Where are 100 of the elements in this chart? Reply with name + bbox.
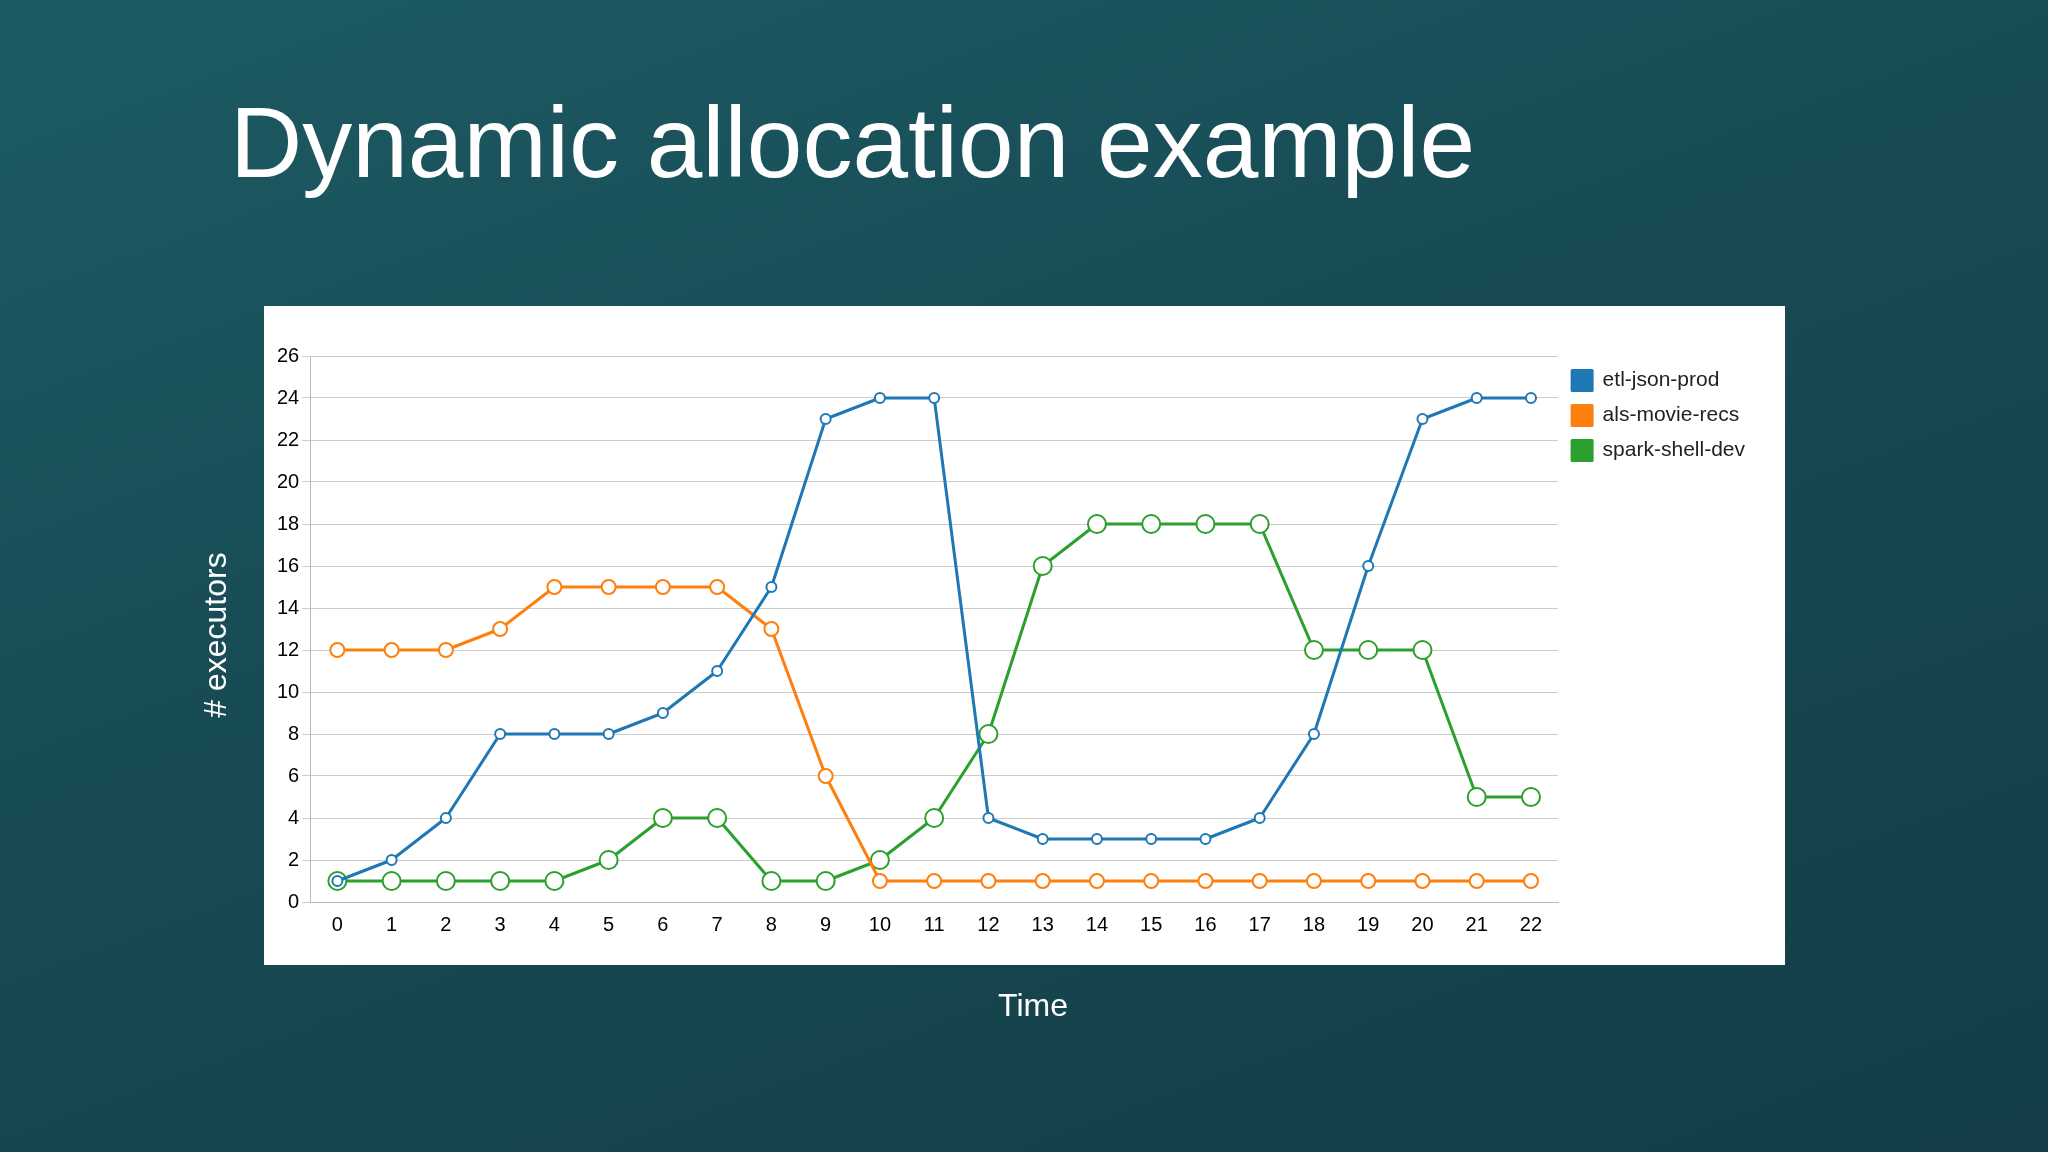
point <box>819 413 832 425</box>
point <box>1141 514 1162 534</box>
y-tick-label: 20 <box>277 469 300 492</box>
point <box>494 728 507 740</box>
x-tick-label: 16 <box>1194 912 1217 935</box>
x-axis-title: Time <box>998 986 1068 1024</box>
y-tick-label: 14 <box>277 595 300 618</box>
point <box>1468 873 1485 889</box>
y-tick-label: 16 <box>277 553 300 576</box>
y-tick-label: 22 <box>277 427 300 450</box>
point <box>817 768 834 784</box>
point <box>869 850 890 870</box>
point <box>548 728 561 740</box>
point <box>439 812 452 824</box>
point <box>435 871 456 891</box>
point <box>1086 514 1107 534</box>
x-tick-label: 22 <box>1519 912 1543 935</box>
point <box>1034 873 1051 889</box>
x-tick-label: 1 <box>386 912 398 935</box>
point <box>546 579 563 595</box>
point <box>329 642 346 658</box>
y-tick-label: 18 <box>277 511 300 534</box>
point <box>1199 833 1212 845</box>
point <box>492 621 509 637</box>
point <box>1412 640 1433 660</box>
chart-title: Dynamic allocation example <box>230 85 1476 200</box>
x-tick-label: 8 <box>765 912 777 935</box>
point <box>1249 514 1270 534</box>
x-tick-label: 21 <box>1465 912 1488 935</box>
point <box>982 812 995 824</box>
point <box>1195 514 1216 534</box>
point <box>765 581 778 593</box>
x-tick-label: 10 <box>868 912 892 935</box>
point <box>1362 560 1375 572</box>
point <box>385 854 398 866</box>
point <box>1251 873 1268 889</box>
point <box>602 728 615 740</box>
x-tick-label: 3 <box>494 912 506 935</box>
y-tick-label: 12 <box>277 637 300 660</box>
y-tick-label: 26 <box>277 343 300 366</box>
point <box>928 392 941 404</box>
point <box>1036 833 1049 845</box>
point <box>1416 413 1429 425</box>
point <box>598 850 619 870</box>
point <box>1358 640 1379 660</box>
point <box>1360 873 1377 889</box>
point <box>1466 787 1487 807</box>
point <box>980 873 997 889</box>
point <box>544 871 565 891</box>
y-tick-label: 24 <box>277 385 300 408</box>
point <box>383 642 400 658</box>
point <box>1305 873 1322 889</box>
point <box>709 579 726 595</box>
point <box>1470 392 1483 404</box>
y-tick-label: 8 <box>288 721 300 744</box>
point <box>711 665 724 677</box>
x-tick-label: 6 <box>657 912 669 935</box>
point <box>873 392 886 404</box>
point <box>1520 787 1541 807</box>
x-tick-label: 12 <box>977 912 1000 935</box>
point <box>1143 873 1160 889</box>
x-tick-label: 11 <box>923 912 945 935</box>
point <box>656 707 669 719</box>
x-tick-label: 18 <box>1302 912 1326 935</box>
legend-label: etl-json-prod <box>1602 367 1720 391</box>
x-tick-label: 19 <box>1357 912 1380 935</box>
point <box>1307 728 1320 740</box>
x-tick-label: 20 <box>1411 912 1434 935</box>
point <box>978 724 999 744</box>
point <box>490 871 511 891</box>
point <box>924 808 945 828</box>
point <box>437 642 454 658</box>
point <box>707 808 728 828</box>
legend-label: als-movie-recs <box>1602 402 1740 426</box>
point <box>1253 812 1266 824</box>
x-tick-label: 9 <box>820 912 832 935</box>
point <box>1145 833 1158 845</box>
point <box>815 871 836 891</box>
x-tick-label: 15 <box>1140 912 1163 935</box>
point <box>652 808 673 828</box>
point <box>1522 873 1539 889</box>
x-tick-label: 17 <box>1248 912 1271 935</box>
point <box>763 621 780 637</box>
x-tick-label: 14 <box>1085 912 1109 935</box>
point <box>871 873 888 889</box>
y-tick-label: 4 <box>288 805 300 828</box>
point <box>1197 873 1214 889</box>
y-tick-label: 6 <box>288 763 300 786</box>
point <box>1032 556 1053 576</box>
point <box>761 871 782 891</box>
point <box>1303 640 1324 660</box>
y-tick-label: 0 <box>288 889 300 912</box>
point <box>1524 392 1537 404</box>
x-tick-label: 13 <box>1031 912 1054 935</box>
point <box>600 579 617 595</box>
point <box>381 871 402 891</box>
point <box>1090 833 1103 845</box>
y-axis-title: # executors <box>196 552 234 718</box>
x-tick-label: 0 <box>331 912 343 935</box>
point <box>654 579 671 595</box>
